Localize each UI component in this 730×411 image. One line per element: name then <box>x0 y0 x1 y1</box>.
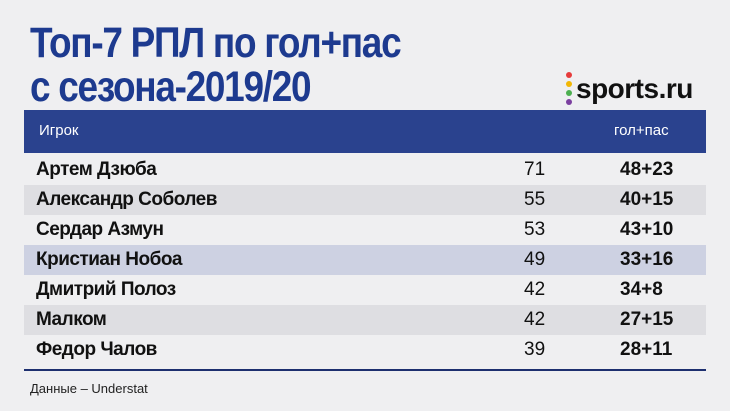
header-stat: гол+пас <box>614 122 669 139</box>
table-row: Кристиан Нобоа 49 33+16 <box>24 245 706 275</box>
player-total: 42 <box>524 279 546 300</box>
player-goals-assists: 34+8 <box>620 279 663 300</box>
player-goals-assists: 33+16 <box>620 249 674 270</box>
logo-dots-icon <box>566 72 572 105</box>
logo-dot-purple <box>566 99 572 105</box>
logo-text: sports.ru <box>576 72 693 104</box>
player-name: Малком <box>36 309 107 330</box>
player-goals-assists: 28+11 <box>620 339 673 360</box>
player-goals-assists: 43+10 <box>620 219 674 240</box>
logo-dot-red <box>566 72 572 78</box>
player-name: Дмитрий Полоз <box>36 279 176 300</box>
table-row: Александр Соболев 55 40+15 <box>24 185 706 215</box>
table-row: Федор Чалов 39 28+11 <box>24 335 706 365</box>
player-total: 49 <box>524 249 546 270</box>
player-total: 42 <box>524 309 546 330</box>
logo-dot-green <box>566 90 572 96</box>
player-name: Сердар Азмун <box>36 219 164 240</box>
table-row: Сердар Азмун 53 43+10 <box>24 215 706 245</box>
player-name: Александр Соболев <box>36 189 217 210</box>
table-row: Артем Дзюба 71 48+23 <box>24 155 706 185</box>
title-line-2: с сезона-2019/20 <box>30 63 312 111</box>
player-total: 53 <box>524 219 546 240</box>
table-header: Игрок гол+пас <box>24 110 706 153</box>
header-player: Игрок <box>39 122 79 139</box>
table-body: Артем Дзюба 71 48+23 Александр Соболев 5… <box>24 155 706 365</box>
player-total: 71 <box>524 159 546 180</box>
logo-dot-yellow <box>566 81 572 87</box>
sports-ru-logo: sports.ru <box>566 72 693 105</box>
player-name: Федор Чалов <box>36 339 157 360</box>
table-bottom-divider <box>24 369 706 371</box>
player-name: Артем Дзюба <box>36 159 157 180</box>
title-line-1: Топ-7 РПЛ по гол+пас <box>30 19 402 67</box>
table-row: Дмитрий Полоз 42 34+8 <box>24 275 706 305</box>
player-goals-assists: 48+23 <box>620 159 674 180</box>
player-name: Кристиан Нобоа <box>36 249 183 270</box>
player-total: 55 <box>524 189 546 210</box>
player-goals-assists: 27+15 <box>620 309 674 330</box>
data-source: Данные – Understat <box>30 381 148 396</box>
table-row: Малком 42 27+15 <box>24 305 706 335</box>
player-total: 39 <box>524 339 546 360</box>
player-goals-assists: 40+15 <box>620 189 674 210</box>
